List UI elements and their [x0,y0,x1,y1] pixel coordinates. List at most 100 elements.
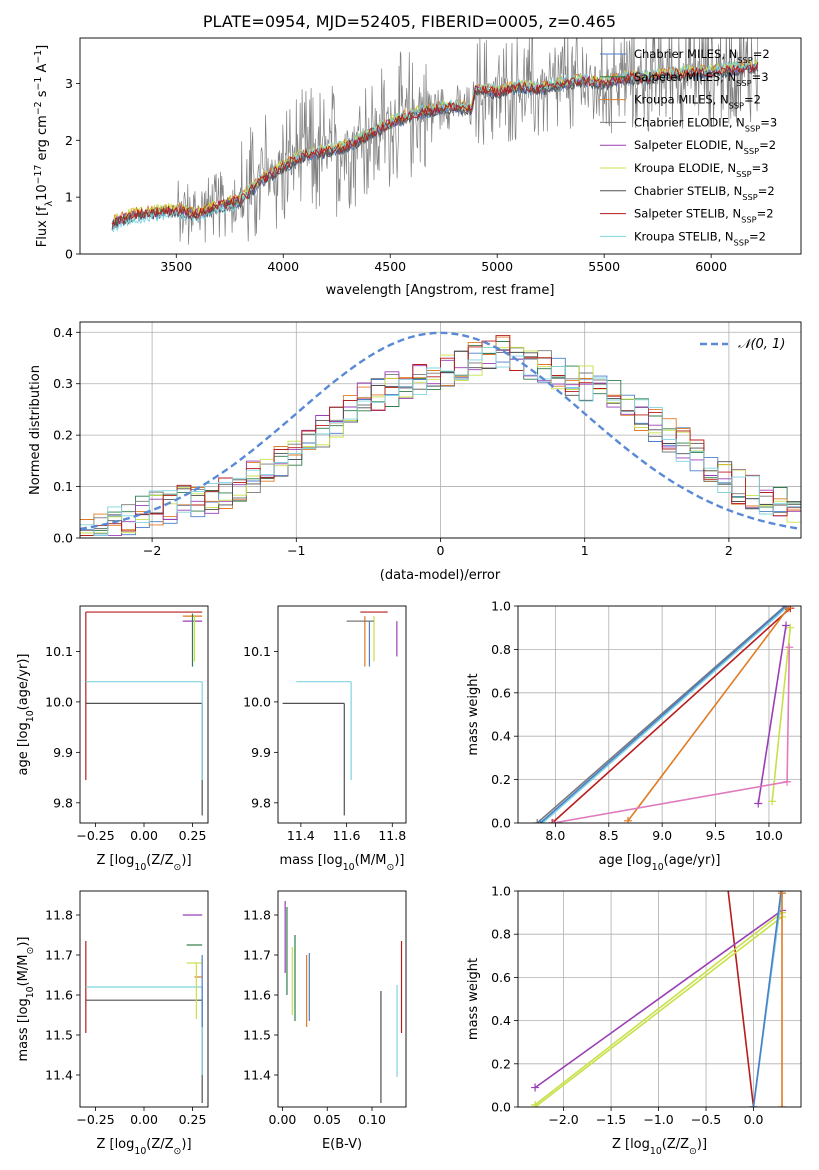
mass-weight-line [536,606,786,823]
legend-label: Chabrier STELIB, NSSP=2 [634,184,775,202]
y-tick-label: 11.4 [45,1068,73,1083]
mass-weight-line [757,625,787,804]
plot-area [531,891,787,1107]
normal-reference-curve [80,331,801,531]
y-tick-label: 9.9 [251,745,271,760]
plot-area [284,901,403,1103]
x-tick-label: 5500 [588,259,620,274]
y-tick-label: 10.1 [243,644,271,659]
mass-weight-marker [778,891,787,898]
x-tick-label: −2.0 [548,1112,578,1127]
axes-frame [517,890,802,1108]
plot-area [282,611,398,816]
panel-spectrum: 3500 4000 4500 5000 5500 6000 0 1 2 3 Chabrier MIL… [33,37,802,298]
mass-weight-line [539,606,787,823]
x-tick-label: 11.6 [333,828,361,843]
legend-label: Kroupa STELIB, NSSP=2 [634,229,766,247]
x-axis-label: Z [log10(Z/Z⊙)] [96,1137,191,1157]
y-tick-label: 11.5 [45,1028,73,1043]
x-tick-label: 3500 [160,259,192,274]
y-tick-label: 3 [65,76,73,91]
legend-label: Salpeter ELODIE, NSSP=2 [634,138,776,156]
x-tick-label: −1.5 [596,1112,626,1127]
panel-massweight-vs-Z: −2.0 −1.5 −1.0 −0.5 0.0 0.0 0.2 0.4 0.6 0.8 1.0 Z [… [466,884,802,1157]
mass-weight-marker [783,777,792,786]
residual-histogram [80,346,801,536]
x-tick-label: 0.0 [744,1112,764,1127]
mass-weight-marker [623,816,632,823]
y-tick-label: 11.7 [243,948,271,963]
x-tick-label: −1 [287,543,305,558]
x-tick-label: 9.0 [652,828,672,843]
mass-weight-line [551,607,791,823]
mass-weight-line [534,911,783,1106]
panel-residuals: −2 −1 0 1 2 0.0 0.1 0.2 0.3 0.4 𝒩(0, 1) (data-model… [28,321,802,583]
y-axis-label: Normed distribution [28,365,43,495]
axes-frame [79,321,802,539]
axes-frame [517,605,802,824]
y-axis-label: mass weight [466,673,481,755]
y-tick-label: 0.6 [491,685,511,700]
mass-weight-line [534,909,783,1089]
y-tick-label: 11.4 [243,1068,271,1083]
y-axis-label: mass [log10(M/M⊙)] [16,937,36,1062]
x-axis-label: Z [log10(Z/Z⊙)] [96,853,191,873]
y-tick-label: 1.0 [491,884,511,899]
mass-weight-marker [768,797,777,806]
y-tick-label: 0.6 [491,970,511,985]
y-tick-label: 9.8 [251,795,271,810]
y-tick-label: 0.0 [491,816,511,831]
legend-label: Chabrier MILES, NSSP=2 [634,47,770,65]
legend-label: Salpeter MILES, NSSP=3 [634,70,769,88]
mass-weight-marker [782,621,791,630]
x-axis-label: E(B-V) [322,1137,362,1152]
y-tick-label: 0.2 [491,1056,511,1071]
x-tick-label: 10.0 [755,828,783,843]
y-tick-label: 0.1 [53,479,73,494]
y-tick-label: 0.3 [53,376,73,391]
x-axis-label: (data-model)/error [380,568,501,583]
mass-weight-marker [531,1103,540,1107]
mass-weight-marker [533,819,542,823]
mass-weight-marker [784,606,793,613]
mass-weight-marker [786,623,795,632]
y-tick-label: 9.8 [53,795,73,810]
x-tick-label: −0.25 [76,1112,114,1127]
panel-mass-vs-Z: −0.25 0.00 0.25 11.4 11.5 11.6 11.7 11.8 Z [log1… [16,890,209,1157]
x-tick-label: 0.00 [130,828,158,843]
mass-weight-marker [749,1103,758,1107]
spectrum-legend: Chabrier MILES, NSSP=2 Salpeter MILES, NS… [600,47,777,247]
y-tick-label: 11.5 [243,1028,271,1043]
y-tick-label: 0.4 [491,1013,511,1028]
spectrum-model-line [111,59,759,233]
y-tick-label: 0.8 [491,927,511,942]
legend-label: Kroupa ELODIE, NSSP=3 [634,161,769,179]
x-tick-label: 4000 [267,259,299,274]
x-tick-label: 4500 [374,259,406,274]
y-axis-label: mass weight [466,958,481,1040]
plot-area [85,611,203,816]
plot-area [85,914,203,1103]
y-tick-label: 0.4 [491,729,511,744]
y-tick-label: 0.0 [53,531,73,546]
mass-weight-marker [531,1083,540,1092]
y-tick-label: 10.0 [243,694,271,709]
x-axis-label: Z [log10(Z/Z⊙)] [612,1137,707,1157]
mass-weight-marker [754,799,763,808]
mass-weight-marker [549,819,558,823]
mass-weight-marker [548,819,557,823]
x-tick-label: 11.4 [287,828,315,843]
y-tick-label: 11.8 [243,908,271,923]
axes-frame [79,605,209,824]
y-tick-label: 11.6 [243,988,271,1003]
panel-mass-vs-ebv: 0.00 0.05 0.10 11.4 11.5 11.6 11.7 11.8 E(B-V) [243,890,407,1152]
x-tick-label: −1.0 [643,1112,673,1127]
y-tick-label: 0.2 [53,428,73,443]
x-tick-label: 5000 [481,259,513,274]
mass-weight-line [727,891,755,1107]
x-tick-label: 0.00 [130,1112,158,1127]
y-tick-label: 11.8 [45,908,73,923]
x-tick-label: −0.5 [691,1112,721,1127]
y-tick-label: 1.0 [491,599,511,614]
